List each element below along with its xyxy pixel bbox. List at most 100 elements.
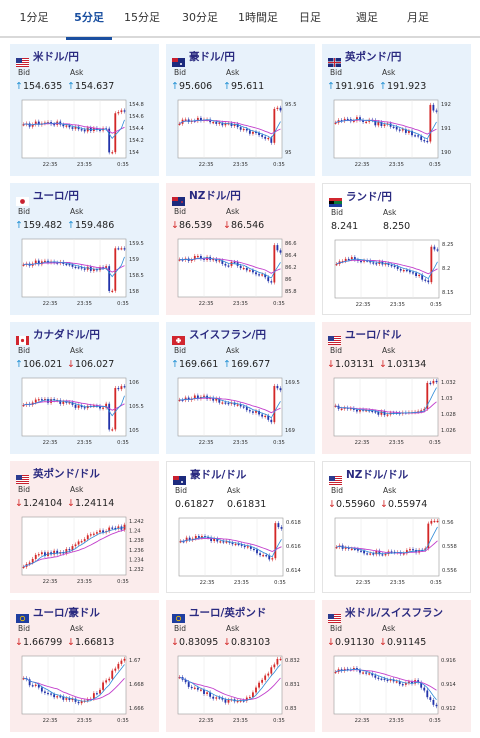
candle xyxy=(432,380,435,384)
candle xyxy=(80,701,83,704)
candle xyxy=(114,248,117,291)
arrow-up-icon: ↑ xyxy=(15,81,23,92)
rate-card[interactable]: ユーロ/ドル Bid Ask ↓1.03131 ↓1.03134 1.032 1.03 1.0… xyxy=(322,322,471,454)
y-tick-label: 0.914 xyxy=(441,682,457,688)
ask-price: ↓0.83103 xyxy=(223,637,270,648)
y-tick-label: 190 xyxy=(441,150,451,156)
currency-pair-label[interactable]: 米ドル/円 xyxy=(33,51,79,63)
tab-8[interactable]: 月足 xyxy=(407,11,429,24)
candle xyxy=(196,117,199,122)
candle xyxy=(436,249,439,251)
currency-pair-label[interactable]: NZドル/ドル xyxy=(346,469,409,481)
candle xyxy=(429,104,432,142)
rate-card[interactable]: 英ポンド/円 Bid Ask ↑191.916 ↑191.923 192 191 190 22:… xyxy=(322,44,471,176)
chart-container[interactable]: 0.916 0.914 0.912 22:35 23:35 0:35 xyxy=(330,652,464,726)
candle xyxy=(108,403,111,430)
candle xyxy=(248,410,251,412)
rate-card[interactable]: スイスフラン/円 Bid Ask ↑169.661 ↑169.677 169.5 169 22… xyxy=(166,322,315,454)
candle xyxy=(40,552,43,555)
currency-pair-label[interactable]: ユーロ/英ポンド xyxy=(189,607,267,619)
moving-average-short xyxy=(23,527,125,568)
chart-container[interactable]: 1.67 1.668 1.666 22:35 23:35 0:35 xyxy=(18,652,152,726)
currency-pair-label[interactable]: 米ドル/スイスフラン xyxy=(345,607,444,619)
currency-pair-label[interactable]: 英ポンド/円 xyxy=(345,51,402,63)
x-tick-label: 22:35 xyxy=(199,718,214,724)
candle xyxy=(212,397,215,401)
chart-container[interactable]: 1.242 1.24 1.238 1.236 1.234 1.232 22:35 23:35 0… xyxy=(18,513,152,587)
chart-container[interactable]: 95.5 95 22:35 23:35 0:35 xyxy=(174,96,308,170)
rate-card[interactable]: カナダドル/円 Bid Ask ↑106.021 ↓106.027 106 105.5 105… xyxy=(10,322,159,454)
moving-average-short xyxy=(180,536,282,558)
arrow-up-icon: ↑ xyxy=(15,359,23,370)
rate-card[interactable]: 米ドル/円 Bid Ask ↑154.635 ↑154.637 154.8 154.6 154… xyxy=(10,44,159,176)
y-tick-label: 86 xyxy=(285,277,292,283)
rate-card[interactable]: NZドル/円 Bid Ask ↓86.539 ↓86.546 86.6 86.4 86.2 86… xyxy=(166,183,315,315)
chart-container[interactable]: 8.25 8.2 8.15 22:35 23:35 0:35 xyxy=(331,236,465,310)
ask-price: 0.61831 xyxy=(227,499,266,510)
currency-pair-label[interactable]: スイスフラン/円 xyxy=(189,329,267,341)
chart-container[interactable]: 0.618 0.616 0.614 22:35 23:35 0:35 xyxy=(175,514,309,588)
tab-7[interactable]: 週足 xyxy=(356,11,378,24)
x-tick-label: 0:35 xyxy=(429,440,441,446)
candle xyxy=(352,120,355,122)
candle xyxy=(280,527,283,529)
chart-container[interactable]: 106 105.5 105 22:35 23:35 0:35 xyxy=(18,374,152,448)
candle xyxy=(31,124,34,127)
tab-3[interactable]: 15分足 xyxy=(124,11,160,24)
timeframe-tabs: 1分足 5分足 15分足 30分足 1時間足 日足 週足 月足 xyxy=(0,0,480,40)
tab-2[interactable]: 5分足 xyxy=(66,0,112,40)
moving-average-short xyxy=(335,387,437,415)
currency-pair-label[interactable]: カナダドル/円 xyxy=(33,329,100,341)
candle xyxy=(215,259,218,262)
tab-4[interactable]: 30分足 xyxy=(182,11,218,24)
rate-card[interactable]: 豪ドル/円 Bid Ask ↑95.606 ↑95.611 95.5 95 22:35 23:3… xyxy=(166,44,315,176)
chart-container[interactable]: 86.6 86.4 86.2 86 85.8 22:35 23:35 0:35 xyxy=(174,235,308,309)
candle xyxy=(377,677,380,679)
tab-5[interactable]: 1時間足 xyxy=(238,11,278,24)
x-tick-label: 23:35 xyxy=(389,718,404,724)
chart-container[interactable]: 159.5 159 158.5 158 22:35 23:35 0:35 xyxy=(18,235,152,309)
ask-value: 1.24114 xyxy=(74,498,115,509)
rate-card[interactable]: ランド/円 Bid Ask 8.241 8.250 8.25 8.2 8.15 22:35 23:… xyxy=(322,183,471,315)
chart-container[interactable]: 0.56 0.558 0.556 22:35 23:35 0:35 xyxy=(331,514,465,588)
candle xyxy=(34,554,37,559)
rate-card[interactable]: ユーロ/豪ドル Bid Ask ↓1.66799 ↓1.66813 1.67 1.668 1.… xyxy=(10,600,159,732)
currency-pair-label[interactable]: 豪ドル/ドル xyxy=(190,469,247,481)
candle xyxy=(411,681,413,684)
candle xyxy=(224,402,227,404)
chart-container[interactable]: 1.032 1.03 1.028 1.026 22:35 23:35 0:35 xyxy=(330,374,464,448)
arrow-down-icon: ↓ xyxy=(67,359,75,370)
rate-card[interactable]: NZドル/ドル Bid Ask ↓0.55960 ↓0.55974 0.56 0.558 0.… xyxy=(322,461,471,593)
candle xyxy=(233,123,236,126)
chart-container[interactable]: 154.8 154.6 154.4 154.2 154 22:35 23:35 0:35 xyxy=(18,96,152,170)
arrow-up-icon: ↑ xyxy=(67,81,75,92)
currency-pair-label[interactable]: ユーロ/豪ドル xyxy=(33,607,100,619)
currency-pair-label[interactable]: ランド/円 xyxy=(346,191,392,203)
flag-icon xyxy=(172,608,185,623)
tab-1[interactable]: 1分足 xyxy=(19,11,49,24)
currency-pair-label[interactable]: 英ポンド/ドル xyxy=(33,468,100,480)
candle xyxy=(261,414,264,417)
candle xyxy=(215,122,218,124)
moving-average-short xyxy=(336,526,438,555)
rate-card[interactable]: 英ポンド/ドル Bid Ask ↓1.24104 ↓1.24114 1.242 1.24 1.… xyxy=(10,461,159,593)
chart-container[interactable]: 169.5 169 22:35 23:35 0:35 xyxy=(174,374,308,448)
y-tick-label: 8.15 xyxy=(442,290,454,296)
currency-pair-label[interactable]: ユーロ/円 xyxy=(33,190,79,202)
rate-card[interactable]: 豪ドル/ドル Bid Ask 0.61827 0.61831 0.618 0.616 0.61… xyxy=(166,461,315,593)
moving-average-short xyxy=(179,396,281,419)
rate-card[interactable]: 米ドル/スイスフラン Bid Ask ↓0.91130 ↓0.91145 0.916 0.9… xyxy=(322,600,471,732)
candle xyxy=(92,269,95,271)
ask-price: ↓1.03134 xyxy=(379,359,426,370)
rate-card[interactable]: ユーロ/英ポンド Bid Ask ↓0.83095 ↓0.83103 0.832 0.831… xyxy=(166,600,315,732)
tab-6[interactable]: 日足 xyxy=(299,11,321,24)
candle xyxy=(74,126,77,129)
currency-pair-label[interactable]: ユーロ/ドル xyxy=(345,329,402,341)
candle xyxy=(270,137,273,143)
chart-container[interactable]: 192 191 190 22:35 23:35 0:35 xyxy=(330,96,464,170)
chart-container[interactable]: 0.832 0.831 0.83 22:35 23:35 0:35 xyxy=(174,652,308,726)
currency-pair-label[interactable]: 豪ドル/円 xyxy=(189,51,235,63)
x-tick-label: 0:35 xyxy=(273,301,285,307)
rate-card[interactable]: ユーロ/円 Bid Ask ↑159.482 ↑159.486 159.5 159 158.5… xyxy=(10,183,159,315)
currency-pair-label[interactable]: NZドル/円 xyxy=(189,190,241,202)
